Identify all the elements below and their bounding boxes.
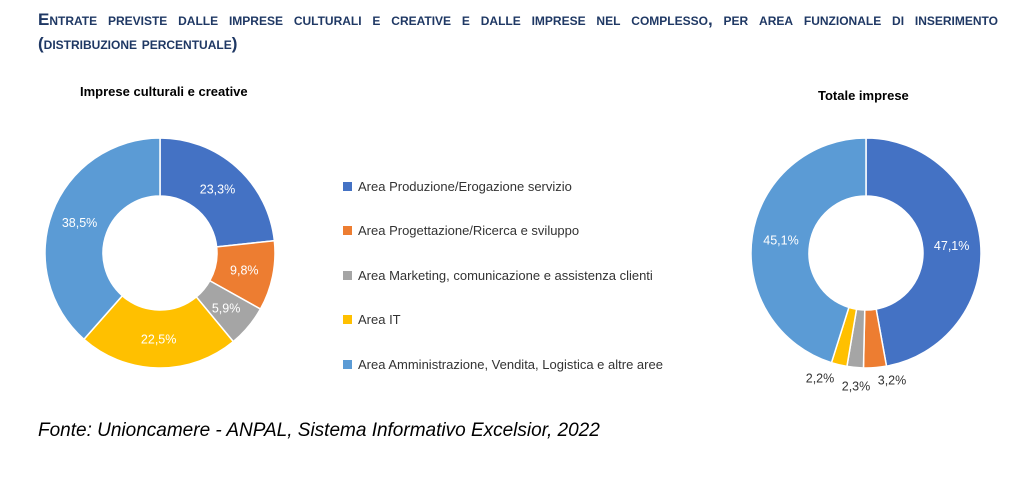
legend-label: Area Marketing, comunicazione e assisten… <box>358 267 653 283</box>
legend-swatch <box>343 181 352 191</box>
legend-swatch <box>343 315 352 325</box>
legend-label: Area IT <box>358 312 401 328</box>
legend-item: Area Progettazione/Ricerca e sviluppo <box>343 209 663 254</box>
data-label: 47,1% <box>934 239 969 253</box>
legend-swatch <box>343 226 352 236</box>
data-label: 2,3% <box>842 380 871 394</box>
chart-title-total: Totale imprese <box>818 88 909 103</box>
donut-slice <box>44 137 161 341</box>
chart-legend: Area Produzione/Erogazione servizio Area… <box>343 164 663 387</box>
chart-title-cultural: Imprese culturali e creative <box>80 84 248 99</box>
legend-label: Area Produzione/Erogazione servizio <box>358 178 572 194</box>
donut-slice <box>865 137 982 368</box>
legend-item: Area Amministrazione, Vendita, Logistica… <box>343 342 663 387</box>
data-label: 5,9% <box>212 302 241 316</box>
donut-slice <box>159 137 276 248</box>
legend-item: Area IT <box>343 298 663 343</box>
data-label: 2,2% <box>806 372 835 386</box>
legend-label: Area Progettazione/Ricerca e sviluppo <box>358 223 580 239</box>
data-label: 9,8% <box>230 264 259 278</box>
data-label: 45,1% <box>763 233 798 247</box>
donut-slice <box>82 294 235 369</box>
legend-label: Area Amministrazione, Vendita, Logistica… <box>358 356 663 372</box>
donut-slice <box>750 137 867 364</box>
legend-swatch <box>343 359 352 369</box>
legend-swatch <box>343 270 352 280</box>
data-label: 22,5% <box>141 332 176 346</box>
data-label: 23,3% <box>200 183 235 197</box>
legend-item: Area Produzione/Erogazione servizio <box>343 164 663 209</box>
legend-item: Area Marketing, comunicazione e assisten… <box>343 253 663 298</box>
source-note: Fonte: Unioncamere - ANPAL, Sistema Info… <box>38 420 600 441</box>
data-label: 3,2% <box>878 374 907 388</box>
data-label: 38,5% <box>62 216 97 230</box>
figure-title: Entrate previste dalle imprese culturali… <box>38 10 998 53</box>
